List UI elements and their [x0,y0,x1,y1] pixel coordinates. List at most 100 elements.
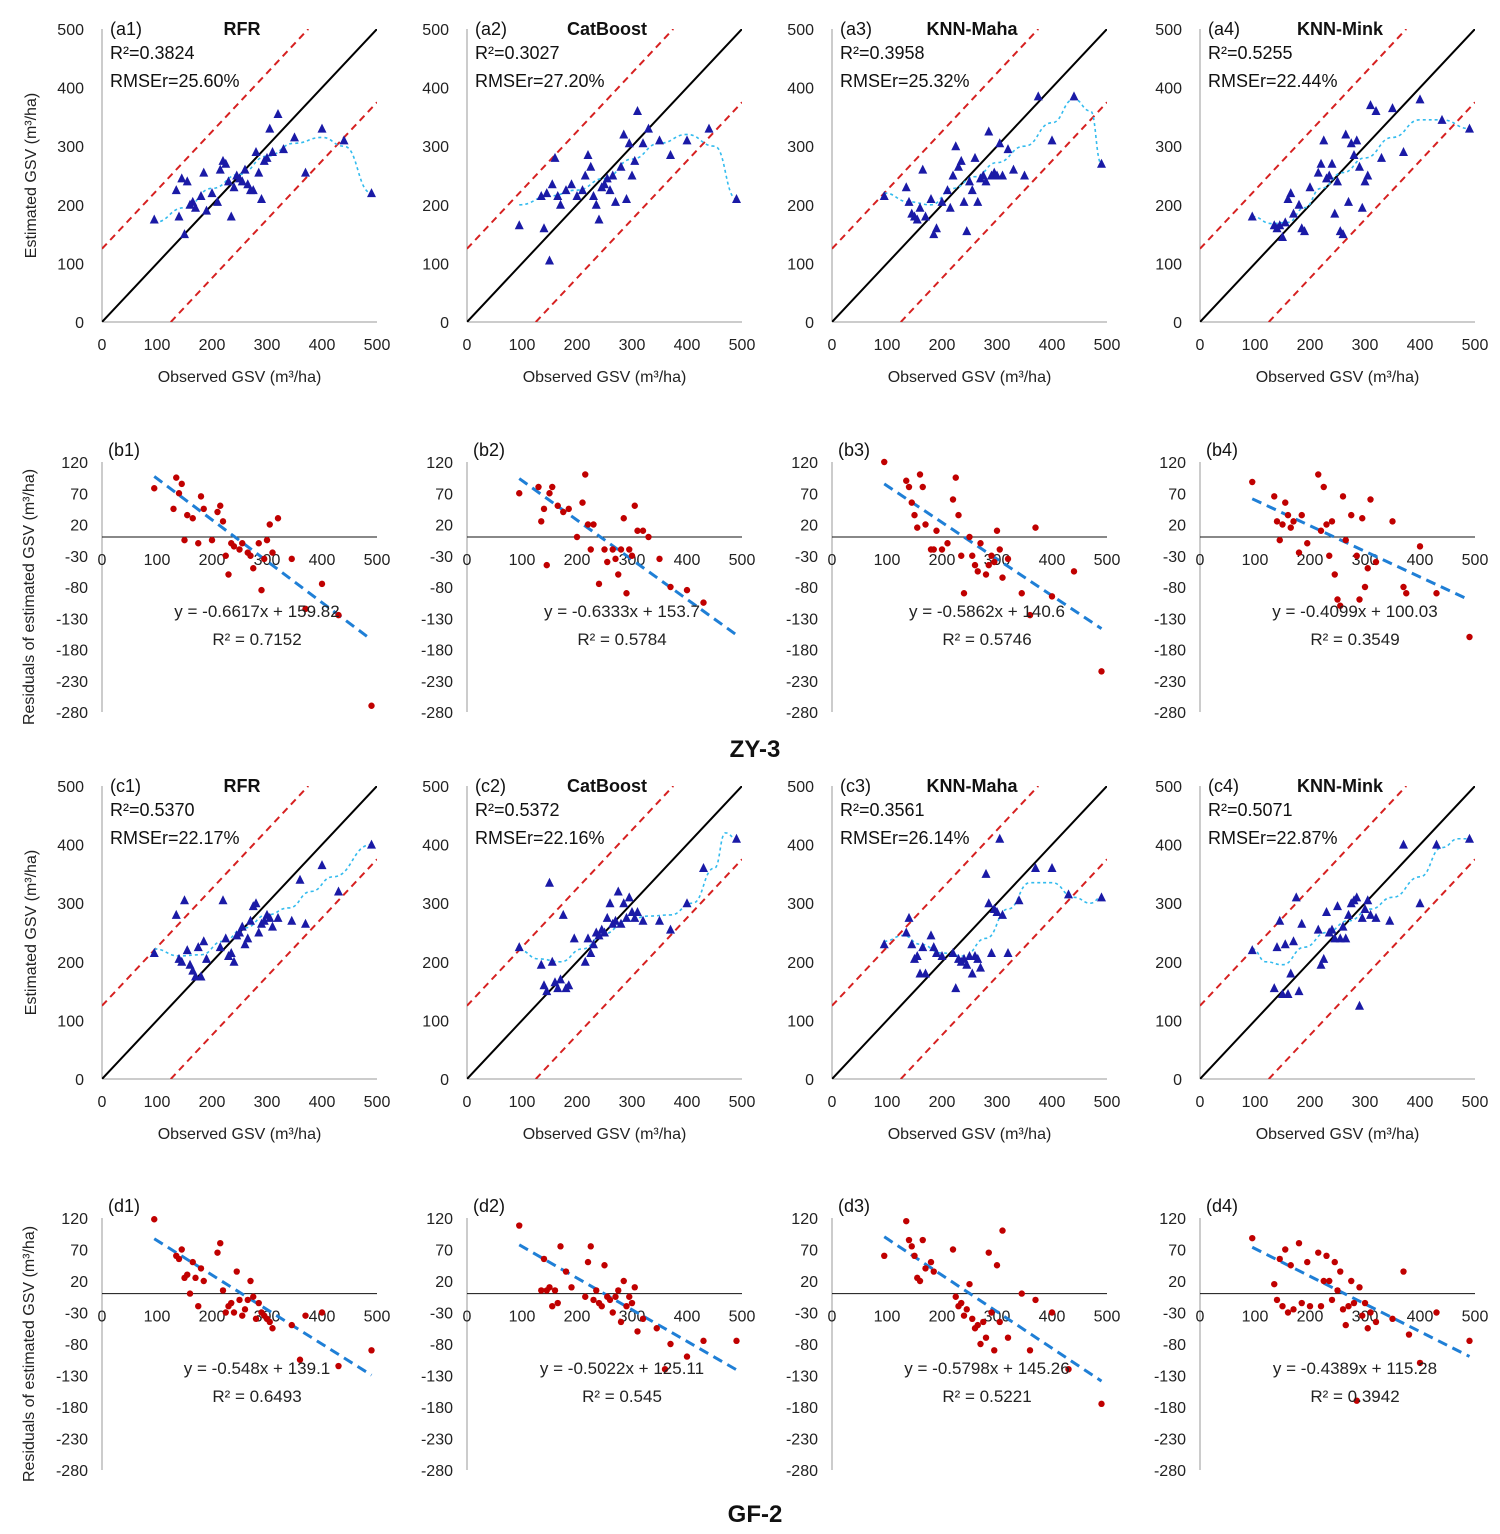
data-point [1048,593,1056,600]
data-point [929,229,939,239]
data-point [633,106,642,116]
y-tick-label: 100 [422,1013,449,1030]
data-point [1339,1306,1347,1313]
data-point [1348,511,1355,519]
x-axis-title: Observed GSV (m³/ha) [158,369,322,386]
y-tick-label: 300 [787,896,814,913]
y-axis-title: Residuals of estimated GSV (m³/ha) [21,1226,38,1482]
data-point [1433,1309,1440,1316]
x-tick-label: 200 [564,337,591,354]
data-point [995,138,1005,148]
data-point [551,1287,559,1294]
data-point [233,1268,240,1275]
y-tick-label: 100 [422,256,449,273]
data-point [624,138,634,148]
data-point [921,968,930,978]
x-tick-label: 200 [199,1094,226,1111]
panel-c2: 0 100 200 300 400 500 0 100 200 300 400 500 Observed… [422,776,755,1143]
y-tick-label: -80 [795,580,818,597]
upper-bound-line [467,29,674,250]
data-point [1317,527,1325,534]
data-point [984,898,994,908]
data-point [667,583,674,591]
data-point [1432,839,1441,849]
x-tick-label: 500 [1462,1309,1489,1326]
y-tick-label: 500 [422,779,449,796]
data-point [945,202,955,212]
data-point [562,1268,570,1275]
y-tick-label: -130 [56,611,88,628]
data-point [268,921,277,931]
panel-label: (c1) [110,776,141,796]
y-tick-label: 100 [787,1013,814,1030]
panel-label: (a3) [840,19,872,39]
data-point [1283,193,1293,203]
data-point [1280,939,1290,949]
data-point [1360,904,1370,914]
data-point [1287,524,1294,531]
data-point [1284,511,1292,519]
data-point [1048,1309,1056,1316]
r2-stat: R²=0.5370 [110,800,195,820]
data-point [542,188,552,198]
x-tick-label: 500 [1462,552,1489,569]
data-point [1032,524,1039,531]
data-point [1353,552,1360,559]
x-tick-label: 500 [364,1309,391,1326]
reference-lines [832,29,1107,322]
data-point [244,1296,251,1304]
data-point [926,193,936,203]
y-tick-label: 100 [1155,256,1182,273]
data-point [1098,1400,1105,1408]
data-point [617,546,625,553]
x-tick-label: 500 [729,1309,756,1326]
x-tick-label: 500 [1094,337,1121,354]
data-point [999,574,1006,581]
data-point [601,1262,608,1269]
x-tick-label: 200 [1297,1094,1324,1111]
x-tick-label: 400 [1039,552,1066,569]
data-point [229,956,239,966]
data-point [580,956,590,966]
data-point [980,1318,987,1326]
x-tick-label: 0 [98,552,107,569]
data-point [1279,1303,1286,1310]
data-point [217,502,224,509]
data-point [998,909,1007,919]
y-tick-label: 400 [1155,81,1182,98]
data-point [1305,182,1315,192]
panel-label: (b3) [838,440,870,460]
lower-bound-line [535,101,742,322]
x-tick-label: 300 [1352,1094,1379,1111]
trend-curve [884,881,1102,957]
data-point [605,898,615,908]
data-point [973,196,983,206]
r2-stat: R²=0.3958 [840,43,925,63]
y-tick-label: 0 [805,315,814,332]
data-point [1295,549,1303,556]
rmse-stat: RMSEr=25.32% [840,71,970,91]
data-point [202,205,211,215]
data-point [214,508,221,516]
data-point [1466,633,1473,641]
x-tick-label: 300 [984,1094,1011,1111]
data-point [1357,912,1367,922]
data-point [1031,863,1040,873]
data-point [609,1309,616,1316]
x-tick-label: 300 [1352,337,1379,354]
x-tick-label: 200 [929,337,956,354]
regression-r2: R² = 0.6493 [212,1387,301,1406]
data-point [926,930,936,940]
reference-lines [1200,29,1475,322]
reference-lines [832,786,1107,1079]
data-point [987,948,996,958]
data-point [598,1303,605,1310]
trend-curve [884,98,1103,206]
r2-stat: R²=0.3824 [110,43,195,63]
one-to-one-line [1200,786,1475,1079]
data-point [558,909,568,919]
x-tick-label: 500 [364,1094,391,1111]
data-point [217,1240,224,1247]
